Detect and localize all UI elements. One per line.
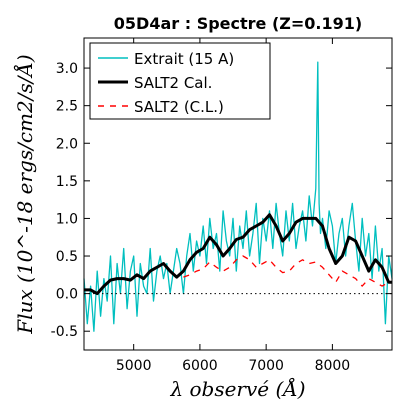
y-tick-label: 1.5 [56,174,78,190]
y-axis-label: Flux (10^-18 ergs/cm2/s/Å) [12,54,37,334]
ticks-layer: 5000 6000 7000 8000 -0.5 0.0 0.5 1.0 1.5 2.0 2.5 3.… [51,38,392,374]
chart-title: 05D4ar : Spectre (Z=0.191) [114,14,362,33]
legend-label-extrait: Extrait (15 A) [134,50,234,68]
legend: Extrait (15 A) SALT2 Cal. SALT2 (C.L.) [89,42,271,120]
series-line-2 [183,255,390,287]
x-tick-label: 7000 [248,358,284,374]
y-tick-label: 2.0 [56,136,78,152]
x-tick-label: 5000 [116,358,152,374]
y-tick-label: 3.0 [56,61,78,77]
x-axis-label: λ observé (Å) [169,376,305,400]
series-layer [83,61,393,332]
y-tick-label: 0.0 [56,287,78,303]
y-tick-label: 0.5 [56,249,78,265]
x-tick-label: 8000 [315,358,351,374]
x-tick-label: 6000 [182,358,218,374]
y-tick-label: -0.5 [51,324,78,340]
plot-border [83,37,393,351]
legend-label-salt2-cal: SALT2 Cal. [134,74,212,92]
y-tick-label: 1.0 [56,211,78,227]
y-tick-label: 2.5 [56,99,78,115]
legend-label-salt2-cl: SALT2 (C.L.) [134,98,224,116]
series-line-1 [84,213,392,296]
